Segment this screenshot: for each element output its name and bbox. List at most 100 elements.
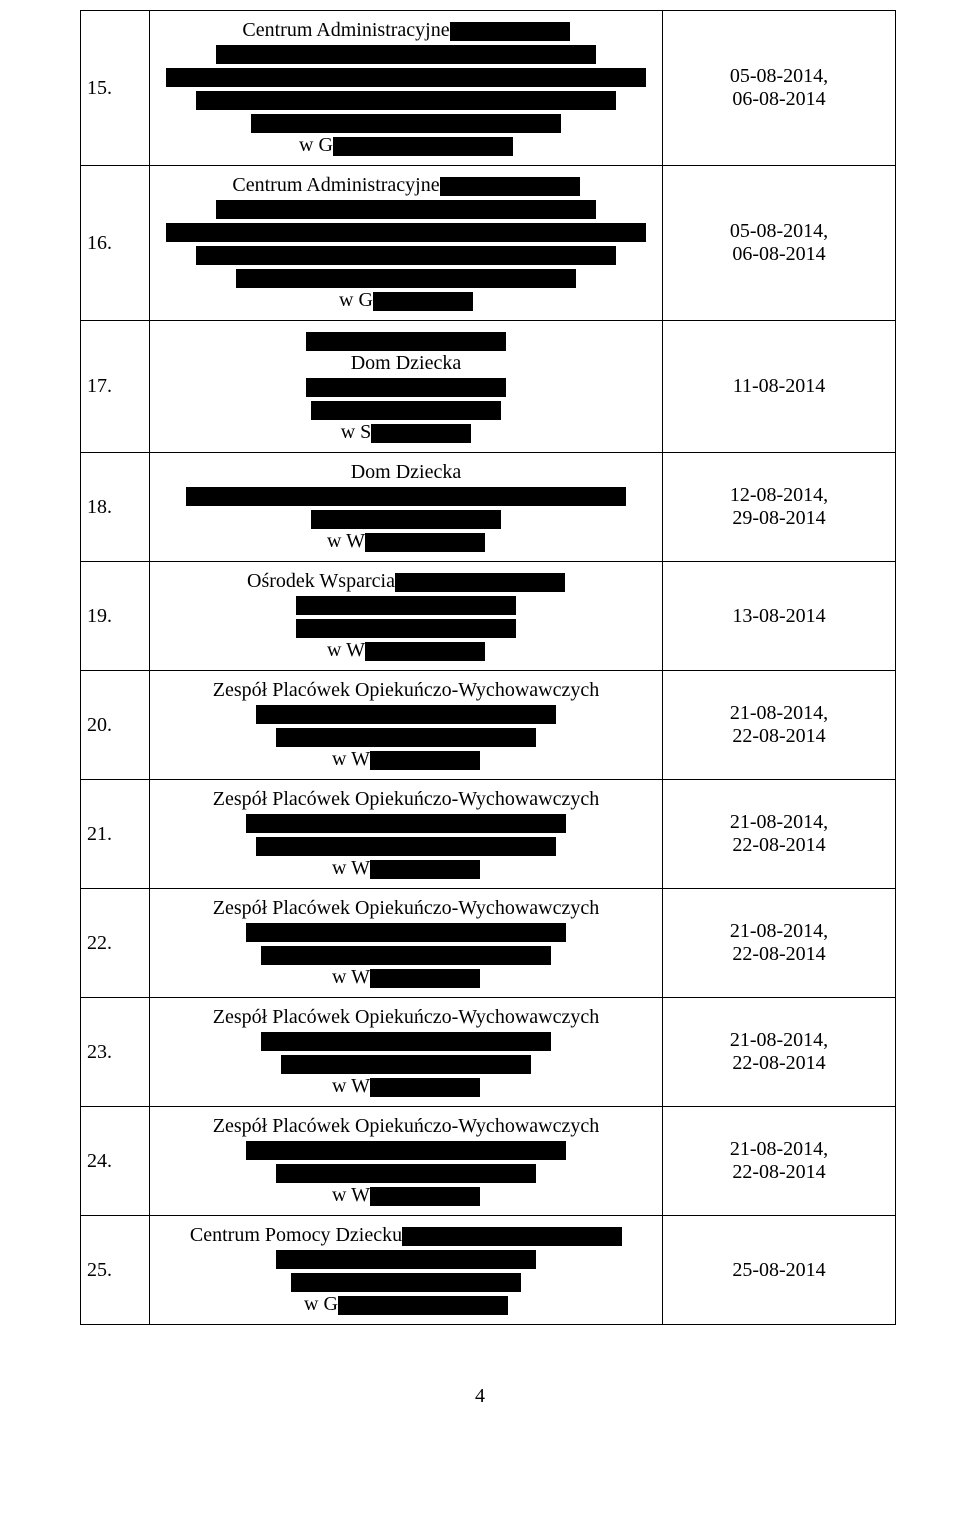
redaction-bar xyxy=(276,728,536,747)
date-text: 06-08-2014 xyxy=(732,243,825,265)
content-line xyxy=(156,42,656,65)
content-line xyxy=(156,65,656,88)
date-text: 05-08-2014, xyxy=(730,220,828,242)
visible-text: Centrum Administracyjne xyxy=(242,19,449,41)
redaction-bar xyxy=(370,860,480,879)
row-date: 12-08-2014,29-08-2014 xyxy=(663,453,896,562)
content-line: Zespół Placówek Opiekuńczo-Wychowawczych xyxy=(156,1006,656,1029)
content-line: Zespół Placówek Opiekuńczo-Wychowawczych xyxy=(156,897,656,920)
content-line xyxy=(156,1247,656,1270)
redaction-bar xyxy=(166,68,646,87)
content-line xyxy=(156,484,656,507)
records-table: 15. Centrum Administracyjne w G 05-08-2014,… xyxy=(80,10,896,1325)
row-content: Zespół Placówek Opiekuńczo-Wychowawczych… xyxy=(150,889,663,998)
redaction-bar xyxy=(373,292,473,311)
visible-text: Zespół Placówek Opiekuńczo-Wychowawczych xyxy=(213,679,599,701)
redaction-bar xyxy=(440,177,580,196)
redaction-bar xyxy=(306,378,506,397)
date-text: 22-08-2014 xyxy=(732,1052,825,1074)
page-number: 4 xyxy=(80,1385,880,1408)
redaction-bar xyxy=(365,533,485,552)
row-number: 23. xyxy=(81,998,150,1107)
content-line: Zespół Placówek Opiekuńczo-Wychowawczych xyxy=(156,1115,656,1138)
row-content: Centrum Administracyjne w G xyxy=(150,11,663,166)
redaction-bar xyxy=(236,269,576,288)
visible-text: w W xyxy=(332,1184,370,1206)
visible-text: w W xyxy=(332,857,370,879)
content-line: w W xyxy=(156,639,656,662)
content-line xyxy=(156,920,656,943)
redaction-bar xyxy=(291,1273,521,1292)
redaction-bar xyxy=(395,573,565,592)
content-line: Centrum Administracyjne xyxy=(156,174,656,197)
content-line xyxy=(156,375,656,398)
row-number: 25. xyxy=(81,1216,150,1325)
visible-text: w G xyxy=(299,134,333,156)
visible-text: Zespół Placówek Opiekuńczo-Wychowawczych xyxy=(213,897,599,919)
row-content: Centrum Administracyjne w G xyxy=(150,166,663,321)
page: 15. Centrum Administracyjne w G 05-08-2014,… xyxy=(0,0,960,1448)
redaction-bar xyxy=(306,332,506,351)
row-content: Zespół Placówek Opiekuńczo-Wychowawczych… xyxy=(150,998,663,1107)
content-line xyxy=(156,220,656,243)
date-text: 22-08-2014 xyxy=(732,943,825,965)
table-row: 21.Zespół Placówek Opiekuńczo-Wychowawcz… xyxy=(81,780,896,889)
visible-text: w W xyxy=(327,530,365,552)
table-row: 18.Dom Dzieckaw W12-08-2014,29-08-2014 xyxy=(81,453,896,562)
table-row: 25. Centrum Pomocy Dziecku w G 25-08-2014 xyxy=(81,1216,896,1325)
table-row: 16. Centrum Administracyjne w G 05-08-2014,… xyxy=(81,166,896,321)
visible-text: w W xyxy=(332,1075,370,1097)
row-content: Centrum Pomocy Dziecku w G xyxy=(150,1216,663,1325)
content-line xyxy=(156,398,656,421)
redaction-bar xyxy=(256,705,556,724)
content-line: w W xyxy=(156,966,656,989)
redaction-bar xyxy=(370,1078,480,1097)
row-number: 17. xyxy=(81,321,150,453)
redaction-bar xyxy=(370,969,480,988)
redaction-bar xyxy=(296,596,516,615)
date-text: 06-08-2014 xyxy=(732,88,825,110)
redaction-bar xyxy=(365,642,485,661)
visible-text: Ośrodek Wsparcia xyxy=(247,570,395,592)
date-text: 12-08-2014, xyxy=(730,484,828,506)
visible-text: Dom Dziecka xyxy=(351,461,462,483)
content-line xyxy=(156,266,656,289)
content-line: w G xyxy=(156,1293,656,1316)
content-line xyxy=(156,1270,656,1293)
content-line xyxy=(156,1029,656,1052)
content-line: w G xyxy=(156,289,656,312)
table-row: 23.Zespół Placówek Opiekuńczo-Wychowawcz… xyxy=(81,998,896,1107)
redaction-bar xyxy=(402,1227,622,1246)
redaction-bar xyxy=(246,814,566,833)
row-number: 15. xyxy=(81,11,150,166)
content-line xyxy=(156,1138,656,1161)
redaction-bar xyxy=(370,1187,480,1206)
redaction-bar xyxy=(216,45,596,64)
date-text: 22-08-2014 xyxy=(732,725,825,747)
visible-text: Dom Dziecka xyxy=(351,352,462,374)
table-row: 24.Zespół Placówek Opiekuńczo-Wychowawcz… xyxy=(81,1107,896,1216)
redaction-bar xyxy=(246,1141,566,1160)
table-row: 19.Ośrodek Wsparciaw W13-08-2014 xyxy=(81,562,896,671)
row-number: 22. xyxy=(81,889,150,998)
redaction-bar xyxy=(276,1250,536,1269)
row-date: 21-08-2014,22-08-2014 xyxy=(663,780,896,889)
date-text: 22-08-2014 xyxy=(732,834,825,856)
row-content: Zespół Placówek Opiekuńczo-Wychowawczych… xyxy=(150,671,663,780)
visible-text: w G xyxy=(339,289,373,311)
content-line: w W xyxy=(156,748,656,771)
content-line xyxy=(156,88,656,111)
row-number: 16. xyxy=(81,166,150,321)
date-text: 21-08-2014, xyxy=(730,702,828,724)
date-text: 25-08-2014 xyxy=(732,1259,825,1281)
date-text: 29-08-2014 xyxy=(732,507,825,529)
redaction-bar xyxy=(338,1296,508,1315)
content-line: w G xyxy=(156,134,656,157)
content-line xyxy=(156,507,656,530)
content-line: Zespół Placówek Opiekuńczo-Wychowawczych xyxy=(156,679,656,702)
visible-text: w W xyxy=(332,748,370,770)
redaction-bar xyxy=(311,510,501,529)
visible-text: Centrum Pomocy Dziecku xyxy=(190,1224,402,1246)
date-text: 22-08-2014 xyxy=(732,1161,825,1183)
content-line xyxy=(156,811,656,834)
